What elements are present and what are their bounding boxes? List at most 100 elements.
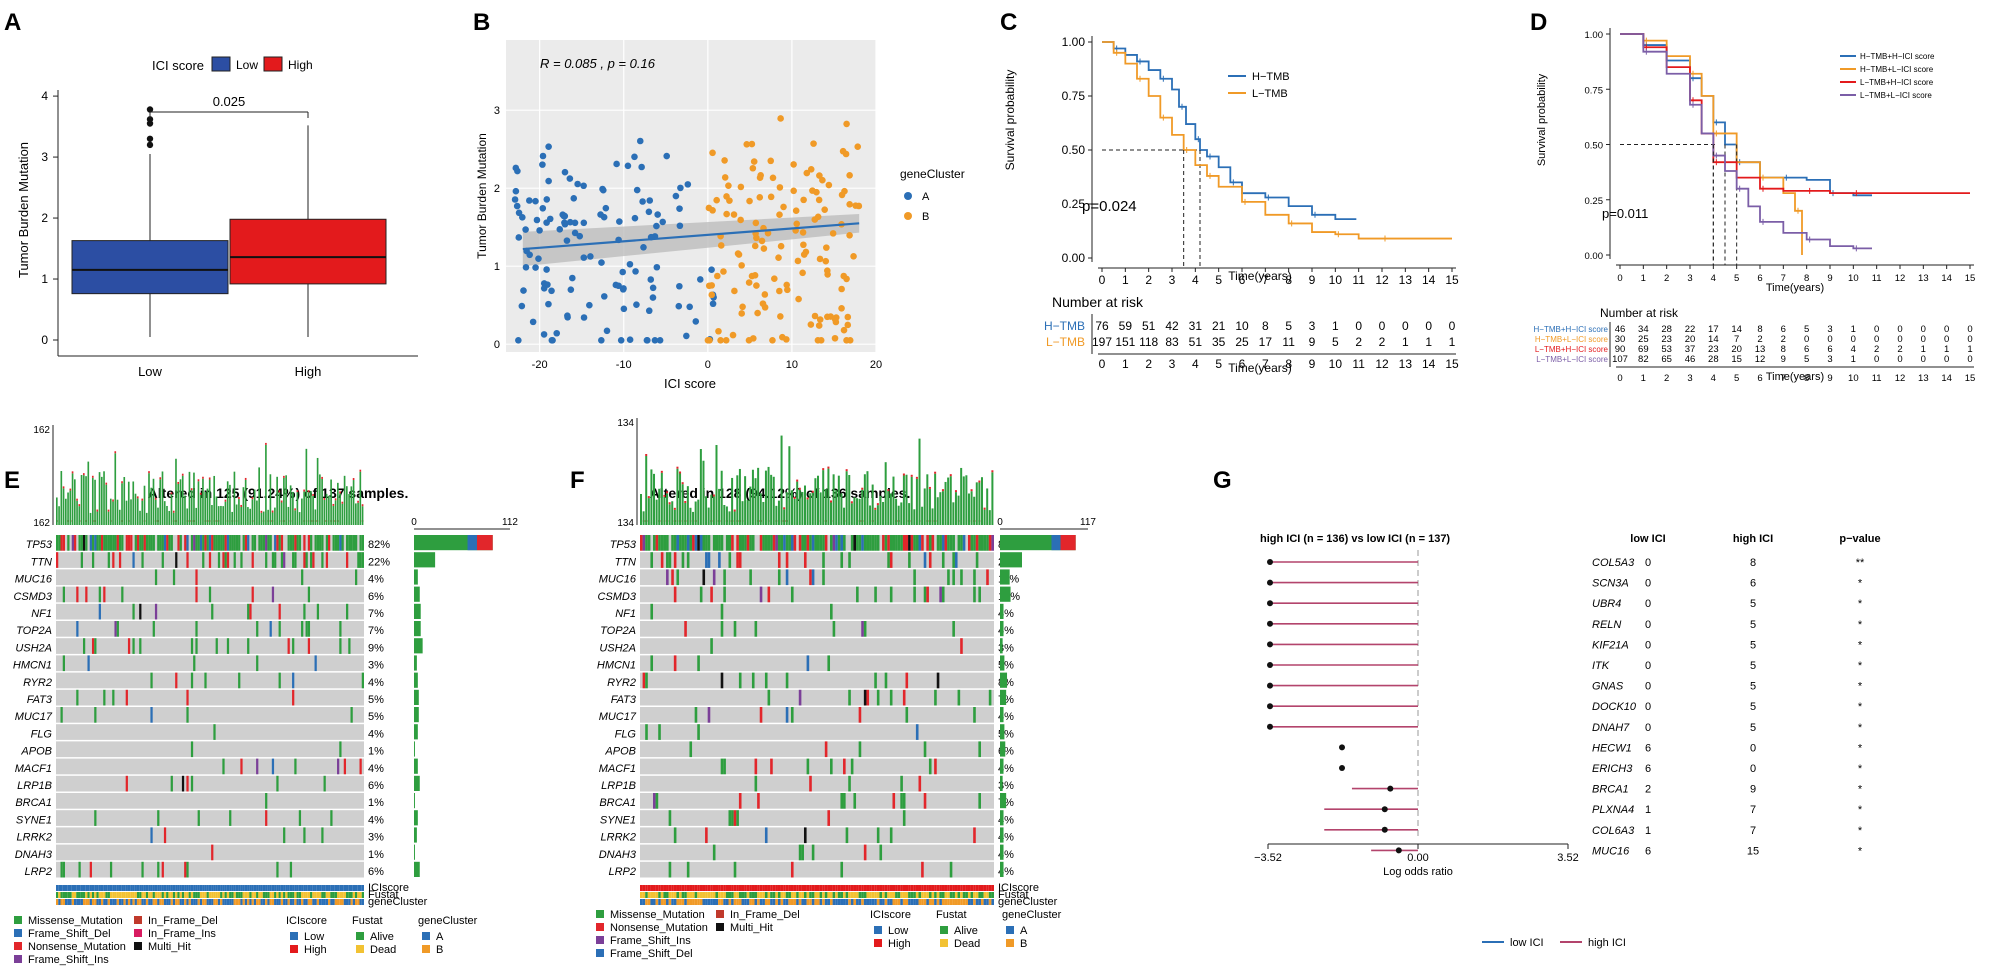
onco-anno-cell (125, 899, 128, 905)
onco-top-bar-seg (983, 507, 986, 510)
g-high-count: 15 (1747, 845, 1759, 857)
onco-side-bar (1000, 603, 1004, 619)
onco-top-bar (56, 497, 58, 525)
onco-cell (321, 535, 324, 551)
onco-top-bar-seg (902, 473, 905, 476)
onco-anno-cell (357, 892, 360, 898)
onco-cell (292, 638, 295, 654)
b-point-a (645, 208, 653, 216)
onco-anno-cell (666, 899, 669, 905)
onco-cell (790, 861, 794, 878)
b-point-a (619, 286, 627, 293)
onco-anno-cell (172, 885, 176, 891)
onco-anno-cell (143, 892, 146, 898)
d-legend-label: L−TMB+H−ICI score (1860, 78, 1934, 87)
onco-top-bar (908, 503, 911, 525)
onco-cell (161, 552, 164, 568)
onco-anno-cell (965, 892, 968, 898)
onco-anno-cell (283, 899, 286, 905)
onco-anno-cell (217, 899, 221, 905)
onco-anno-cell (186, 892, 189, 898)
onco-side-bar (414, 810, 418, 826)
onco-row-bg (640, 793, 994, 809)
onco-cell (832, 535, 836, 551)
onco-cell (253, 535, 257, 551)
onco-top-bar (67, 492, 69, 525)
onco-anno-cell (240, 885, 243, 891)
b-point-b (822, 257, 830, 265)
onco-anno-cell (152, 899, 155, 905)
onco-cell (684, 621, 687, 637)
onco-cell (125, 689, 128, 706)
onco-cell (840, 552, 844, 568)
onco-cell (161, 861, 164, 878)
onco-anno-cell (330, 899, 333, 905)
onco-cell (276, 861, 279, 878)
onco-cell (840, 535, 844, 551)
b-point-b (709, 149, 716, 157)
panel-label-a: A (4, 9, 21, 36)
onco-gene-label: FAT3 (611, 694, 637, 706)
onco-cell (689, 535, 693, 551)
onco-cell (960, 638, 963, 654)
onco-anno-cell (770, 885, 773, 891)
onco-top-bar-seg (303, 489, 305, 492)
onco-cell (681, 535, 685, 551)
d-legend-label: L−TMB+L−ICI score (1860, 91, 1932, 100)
onco-cell (663, 535, 667, 551)
g-gene-label: MUC16 (1592, 845, 1630, 857)
risk-value: 59 (1119, 319, 1133, 333)
b-point-b (722, 337, 730, 344)
onco-cell (316, 603, 320, 620)
risk-row-label: H−TMB (1044, 319, 1085, 333)
onco-anno-cell (240, 899, 243, 905)
onco-anno-cell (960, 885, 963, 891)
onco-gene-label: NF1 (31, 608, 52, 620)
onco-cell (247, 603, 250, 620)
onco-cell (848, 775, 851, 792)
onco-top-bar (980, 477, 983, 525)
onco-side-seg (1060, 535, 1076, 551)
onco-pct-label: 1% (368, 849, 384, 861)
g-pvalue: * (1858, 845, 1863, 857)
risk-value: 0 (1874, 334, 1879, 345)
b-point-a (676, 205, 683, 212)
onco-anno-cell (316, 899, 320, 905)
onco-anno-cell (830, 892, 833, 898)
onco-anno-cell (105, 885, 108, 891)
onco-top-bar (172, 512, 175, 525)
onco-anno-cell (876, 885, 880, 891)
onco-side-bar (1000, 724, 1005, 740)
onco-top-bar (751, 469, 754, 525)
onco-anno-cell (858, 892, 862, 898)
onco-cell (666, 552, 669, 568)
onco-anno-cell (256, 892, 259, 898)
km-xtick-label: 10 (1329, 273, 1343, 287)
g-header-high: high ICI (1733, 533, 1773, 545)
onco-cell (337, 758, 340, 775)
g-pvalue: * (1858, 825, 1863, 837)
onco-top-bar (80, 474, 83, 525)
onco-top-bar (150, 487, 153, 525)
g-gene-label: ERICH3 (1592, 763, 1633, 775)
onco-anno-cell (177, 899, 180, 905)
onco-top-bar-seg (251, 497, 254, 500)
risk-xtick-label: 5 (1734, 373, 1739, 384)
onco-anno-cell (908, 885, 911, 891)
onco-gene-label: MUC17 (599, 711, 637, 723)
onco-legend-label: Frame_Shift_Del (610, 948, 693, 960)
b-point-b (783, 336, 790, 343)
onco-cell (361, 535, 364, 551)
onco-anno-cell (770, 899, 773, 905)
onco-cell (707, 535, 711, 551)
onco-anno-cell (796, 899, 799, 905)
onco-anno-cell (98, 885, 101, 891)
onco-top-bar (204, 491, 207, 525)
onco-anno-cell (744, 885, 747, 891)
onco-cell (967, 535, 971, 551)
onco-anno-cell (112, 899, 115, 905)
onco-gene-label: SYNE1 (600, 814, 636, 826)
onco-top-bar-seg (978, 480, 981, 483)
onco-cell (294, 535, 297, 551)
onco-anno-key (290, 945, 298, 953)
